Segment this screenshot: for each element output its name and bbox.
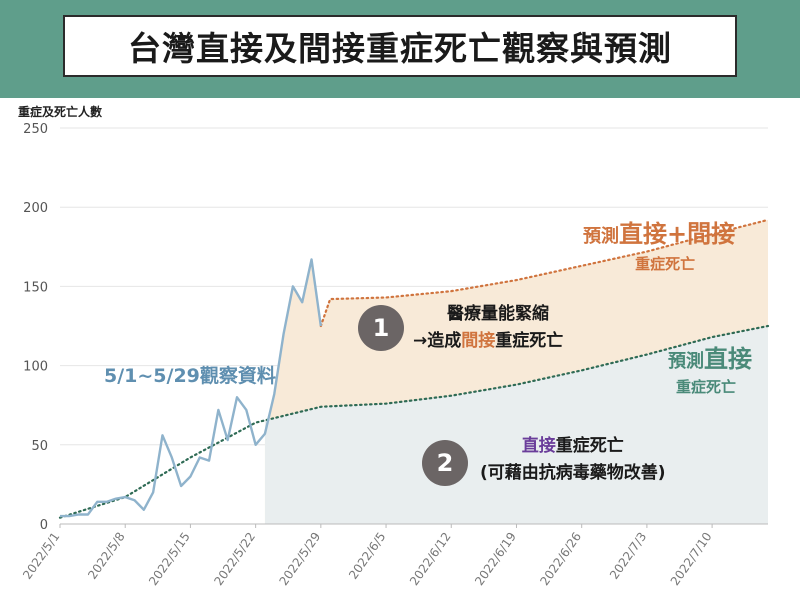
direct-forecast-line (58, 324, 770, 519)
direct-label-line2: 重症死亡 (675, 378, 736, 396)
note-1-line1: 醫療量能緊縮 (447, 304, 549, 324)
note-1-badge: 1 (358, 305, 404, 351)
y-tick-label: 0 (40, 518, 48, 533)
combined-label-plus: + (667, 220, 688, 248)
direct-forecast-area (264, 326, 768, 524)
note-1-text: 醫療量能緊縮 →造成間接重症死亡 (413, 301, 563, 355)
x-tick-label: 2022/6/19 (472, 530, 519, 588)
combined-label-direct: 直接 (619, 220, 667, 248)
x-tick-label: 2022/5/22 (211, 530, 258, 588)
y-tick-label: 50 (31, 439, 48, 454)
combined-forecast-line (319, 218, 770, 328)
note-1-line2-b: 重症死亡 (495, 331, 564, 351)
direct-label-direct: 直接 (704, 345, 752, 373)
observed-series-label: 5/1~5/29觀察資料 (104, 365, 276, 387)
combined-forecast-label: 預測直接+間接 重症死亡 (583, 214, 735, 274)
page-title: 台灣直接及間接重症死亡觀察與預測 (63, 15, 737, 77)
x-tick-label: 2022/6/26 (537, 530, 584, 588)
y-tick-label: 200 (23, 201, 48, 216)
note-2-line1-highlight: 直接 (521, 436, 556, 456)
direct-forecast-label: 預測直接 重症死亡 (668, 339, 752, 397)
x-tick-label: 2022/5/15 (146, 530, 193, 588)
combined-label-indirect: 間接 (687, 220, 736, 248)
note-1-line2-highlight: 間接 (461, 331, 496, 351)
x-tick-label: 2022/5/1 (20, 530, 62, 582)
x-tick-label: 2022/6/5 (346, 530, 388, 582)
note-2-line2: (可藉由抗病毒藥物改善) (480, 463, 666, 483)
note-2-text: 直接重症死亡 (可藉由抗病毒藥物改善) (480, 433, 666, 487)
y-axis-label: 重症及死亡人數 (18, 105, 103, 119)
x-tick-label: 2022/7/10 (668, 530, 715, 588)
x-tick-label: 2022/6/12 (407, 530, 454, 588)
y-tick-label: 100 (23, 360, 48, 375)
note-2-line1-b: 重症死亡 (555, 436, 624, 456)
note-2-badge: 2 (422, 440, 468, 486)
x-tick-label: 2022/5/8 (85, 530, 127, 582)
x-tick-label: 2022/7/3 (607, 530, 649, 582)
combined-label-prefix: 預測 (583, 226, 619, 247)
observed-data-line (60, 258, 323, 518)
direct-label-prefix: 預測 (668, 351, 704, 372)
y-tick-label: 150 (23, 280, 48, 295)
note-1-line2-a: →造成 (413, 331, 462, 351)
y-tick-label: 250 (23, 122, 48, 137)
combined-label-line2: 重症死亡 (635, 255, 696, 273)
x-tick-label: 2022/5/29 (277, 530, 324, 588)
